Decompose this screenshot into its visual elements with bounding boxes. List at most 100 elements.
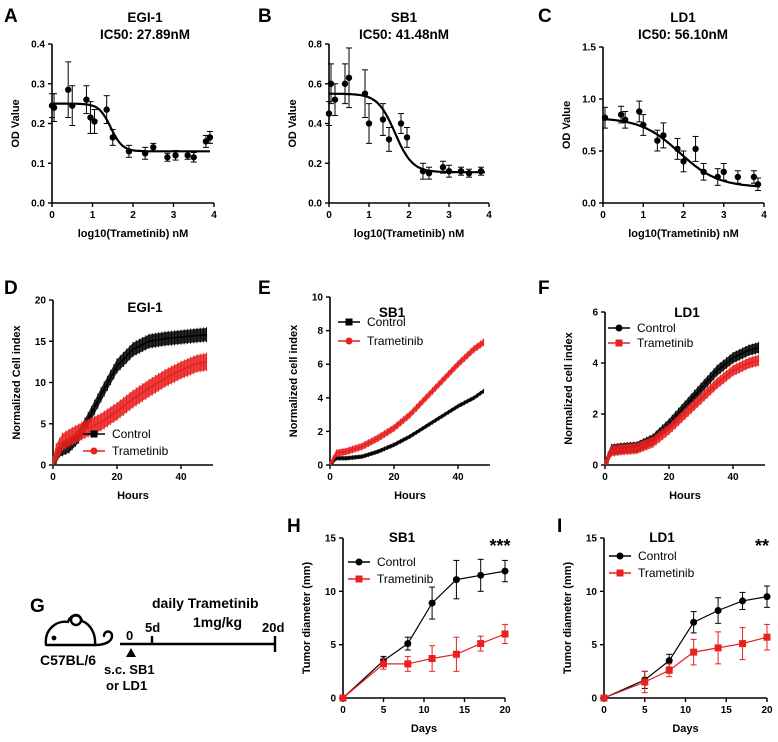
x-tick-label-a: 4 xyxy=(211,210,217,221)
legend-marker-f-0 xyxy=(615,324,623,332)
data-point-c xyxy=(692,145,699,153)
data-point-b xyxy=(403,134,411,141)
data-point-c xyxy=(750,173,758,181)
data-point-i-0 xyxy=(763,593,771,601)
legend-h: Control Trametinib xyxy=(348,555,434,586)
series-e-0 xyxy=(329,388,485,466)
series-i-1 xyxy=(600,623,771,702)
data-point-h-1 xyxy=(404,660,412,668)
y-tick-label-d: 5 xyxy=(40,419,46,430)
data-point-b xyxy=(439,164,447,171)
legend-label-i-1: Trametinib xyxy=(638,566,695,580)
panel-label-a: A xyxy=(4,6,18,27)
panel-label-f: F xyxy=(538,278,550,299)
y-tick-label-b: 0.4 xyxy=(308,119,322,130)
y-tick-label-c: 0.5 xyxy=(582,147,596,158)
x-axis-label-c: log10(Trametinib) nM xyxy=(628,228,739,240)
data-point-c xyxy=(601,114,609,121)
chart-panel-e: E SB1 0 20 40 0 2 4 6 8 10 Hours Normalized cell ind… xyxy=(258,278,490,502)
data-point-b xyxy=(385,136,393,143)
x-tick-label-a: 0 xyxy=(49,210,55,221)
y-tick-label-h: 15 xyxy=(325,534,337,545)
legend-label-f-0: Control xyxy=(637,321,676,335)
legend-marker-f-1 xyxy=(615,339,623,347)
y-axis-label-f: Normalized cell index xyxy=(563,331,575,444)
data-point-b xyxy=(345,74,353,81)
data-point-b xyxy=(477,168,485,175)
y-tick-label-i: 0 xyxy=(591,694,597,705)
legend-marker-h-0 xyxy=(355,558,363,566)
data-point-a xyxy=(184,152,191,159)
y-axis-label-i: Tumor diameter (mm) xyxy=(562,562,574,675)
chart-title-b: SB1 xyxy=(391,10,418,25)
y-tick-label-f: 6 xyxy=(592,308,598,319)
legend-label-f-1: Trametinib xyxy=(637,336,694,350)
x-tick-label-c: 3 xyxy=(721,210,727,221)
chart-title-a: EGI-1 xyxy=(127,10,163,25)
x-tick-label-h: 10 xyxy=(418,705,430,716)
data-point-h-1 xyxy=(501,630,509,638)
data-point-b xyxy=(397,120,405,127)
data-point-h-1 xyxy=(452,650,460,658)
data-point-a xyxy=(164,154,171,161)
x-tick-label-c: 2 xyxy=(681,210,687,221)
y-tick-label-c: 1.5 xyxy=(582,43,596,54)
data-point-i-1 xyxy=(739,640,747,648)
chart-subtitle-c: IC50: 56.10nM xyxy=(638,27,728,42)
data-point-c xyxy=(754,181,762,188)
legend-e: Control Trametinib xyxy=(338,315,424,348)
series-e-1 xyxy=(329,338,485,466)
data-point-a xyxy=(141,150,149,157)
timeline-label-5d: 5d xyxy=(145,620,160,635)
data-point-a xyxy=(150,144,157,151)
x-tick-label-c: 1 xyxy=(640,210,646,221)
legend-label-d-0: Control xyxy=(112,427,151,441)
series-f-1 xyxy=(604,354,760,466)
data-point-i-0 xyxy=(690,618,698,626)
x-tick-label-f: 20 xyxy=(663,472,675,483)
x-tick-label-c: 4 xyxy=(761,210,767,221)
legend-marker-d-1 xyxy=(90,447,98,455)
data-point-c xyxy=(680,158,687,165)
x-tick-label-d: 20 xyxy=(111,472,123,483)
x-axis-label-b: log10(Trametinib) nM xyxy=(354,228,465,240)
data-point-a xyxy=(125,148,133,155)
y-axis-label-h: Tumor diameter (mm) xyxy=(301,562,313,675)
data-point-a xyxy=(103,106,110,113)
x-tick-label-e: 20 xyxy=(388,472,400,483)
x-tick-label-b: 1 xyxy=(366,210,372,221)
y-tick-label-e: 6 xyxy=(317,360,323,371)
data-point-c xyxy=(621,116,629,124)
y-tick-label-b: 0.6 xyxy=(308,79,322,90)
data-point-i-0 xyxy=(739,597,747,605)
panel-label-i: I xyxy=(557,516,562,537)
x-axis-label-f: Hours xyxy=(669,490,701,502)
data-point-b xyxy=(331,96,339,103)
x-tick-label-e: 0 xyxy=(327,472,333,483)
y-axis-label-b: OD Value xyxy=(287,99,299,147)
y-tick-label-b: 0.8 xyxy=(308,40,322,51)
x-tick-label-c: 0 xyxy=(600,210,606,221)
data-point-h-0 xyxy=(452,576,460,584)
data-point-a xyxy=(206,134,214,141)
significance-annotation-i: ** xyxy=(755,536,769,556)
timeline-label-20d: 20d xyxy=(262,620,284,635)
x-tick-label-i: 20 xyxy=(761,705,773,716)
data-point-a xyxy=(91,118,98,125)
data-point-h-1 xyxy=(477,640,485,648)
data-point-c xyxy=(674,145,681,153)
legend-label-e-0: Control xyxy=(367,315,406,329)
timeline-label-0: 0 xyxy=(126,628,133,643)
y-tick-label-i: 15 xyxy=(586,534,598,545)
legend-marker-i-0 xyxy=(616,552,624,560)
y-tick-label-h: 0 xyxy=(330,694,336,705)
y-tick-label-f: 2 xyxy=(592,410,598,421)
data-point-h-0 xyxy=(477,571,485,579)
y-tick-label-a: 0.3 xyxy=(31,79,45,90)
x-tick-label-a: 2 xyxy=(130,210,136,221)
y-tick-label-d: 20 xyxy=(35,296,47,307)
y-tick-label-h: 5 xyxy=(330,640,336,651)
data-point-c xyxy=(720,168,727,175)
data-point-h-0 xyxy=(428,599,436,607)
